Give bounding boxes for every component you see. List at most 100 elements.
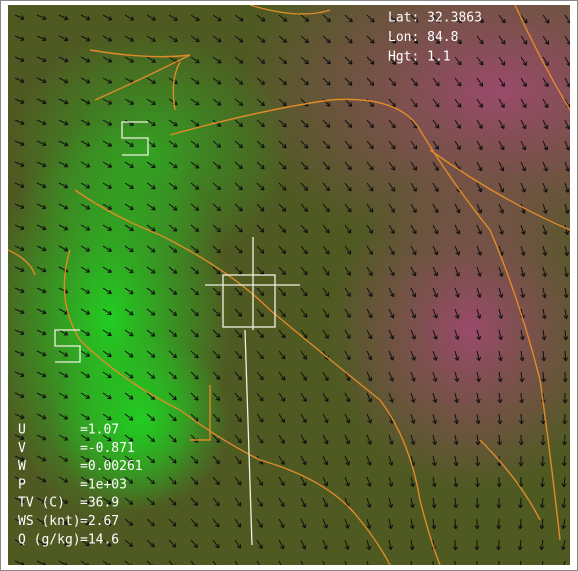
wind-arrow	[168, 119, 178, 127]
wind-arrow	[454, 392, 460, 404]
wind-arrow	[278, 392, 286, 402]
wind-arrow	[124, 392, 134, 400]
wind-arrow	[190, 539, 198, 549]
wind-arrow	[80, 119, 91, 126]
wind-arrow	[80, 329, 90, 336]
wind-arrow	[432, 413, 438, 425]
wind-arrow	[190, 476, 199, 485]
wind-arrow	[498, 119, 505, 130]
wind-arrow	[453, 476, 459, 488]
wind-arrow	[454, 266, 460, 277]
wind-arrow	[388, 35, 397, 44]
wind-arrow	[124, 14, 135, 21]
wind-arrow	[190, 518, 199, 528]
wind-arrow	[432, 161, 439, 171]
wind-arrow	[410, 203, 417, 214]
wind-arrow	[234, 266, 243, 275]
wind-arrow	[58, 140, 69, 147]
wind-arrow	[168, 203, 178, 211]
wind-arrow	[410, 350, 416, 361]
wind-arrow	[561, 497, 567, 509]
wind-arrow	[564, 56, 570, 67]
wind-arrow	[36, 56, 47, 63]
wind-arrow	[124, 98, 134, 105]
wind-arrow	[388, 455, 394, 466]
wind-arrow	[278, 203, 287, 212]
wind-arrow	[322, 329, 329, 339]
wind-arrow	[190, 56, 200, 64]
wind-arrow	[168, 371, 177, 380]
wind-arrow	[410, 224, 417, 235]
wind-arrow	[124, 140, 134, 147]
wind-arrow	[36, 497, 47, 504]
wind-arrow	[278, 35, 288, 43]
wind-arrow	[300, 161, 309, 170]
wind-arrow	[256, 434, 264, 444]
wind-arrow	[212, 245, 221, 254]
wind-arrow	[322, 14, 331, 23]
wind-arrow	[496, 497, 502, 509]
wind-arrow	[168, 350, 177, 359]
wind-arrow	[542, 161, 548, 172]
wind-arrow	[476, 266, 482, 277]
wind-arrow	[476, 140, 483, 151]
wind-arrow	[366, 224, 374, 234]
wind-arrow	[102, 77, 113, 84]
wind-arrow	[366, 56, 375, 65]
wind-arrow	[539, 539, 545, 551]
wind-arrow	[212, 539, 220, 549]
wind-arrow	[146, 476, 155, 485]
wind-arrow	[432, 203, 439, 214]
wind-arrow	[562, 434, 568, 446]
wind-arrow	[80, 56, 91, 63]
wind-arrow	[498, 182, 505, 193]
wind-arrow	[542, 119, 549, 130]
wind-arrow	[190, 203, 200, 211]
wind-arrow	[410, 98, 418, 108]
wind-arrow	[234, 476, 242, 486]
wind-arrow	[212, 497, 220, 507]
wind-arrow	[58, 77, 69, 84]
wind-arrow	[366, 245, 373, 255]
wind-arrow	[212, 371, 221, 380]
wind-arrow	[432, 287, 438, 298]
wind-arrow	[256, 161, 265, 170]
wind-arrow	[476, 98, 483, 108]
wind-arrow	[454, 14, 462, 24]
wind-arrow	[102, 413, 112, 421]
wind-arrow	[561, 539, 566, 551]
wind-arrow	[475, 455, 481, 467]
wind-arrow	[146, 98, 156, 105]
wind-arrow	[322, 119, 331, 128]
wind-arrow	[168, 287, 178, 295]
wind-arrow	[256, 56, 266, 64]
wind-arrow	[124, 161, 134, 168]
wind-arrow	[234, 308, 243, 317]
wind-arrow	[36, 371, 47, 378]
wind-arrow	[256, 98, 266, 107]
wind-arrow	[190, 182, 200, 190]
wind-arrow	[36, 434, 47, 441]
wind-arrow	[124, 455, 134, 463]
wind-arrow	[300, 350, 308, 360]
wind-arrow	[124, 497, 134, 505]
wind-arrow	[256, 518, 263, 528]
wind-arrow	[496, 518, 502, 530]
wind-arrow	[212, 350, 221, 359]
wind-arrow	[36, 518, 47, 525]
wind-arrow	[102, 455, 112, 463]
wind-arrow	[432, 56, 440, 66]
wind-arrow	[212, 140, 222, 148]
wind-arrow	[344, 98, 353, 107]
wind-arrow	[344, 161, 352, 171]
marker-s	[54, 329, 81, 363]
wind-arrow	[168, 497, 177, 506]
wind-arrow	[563, 329, 569, 341]
probe-cursor	[205, 237, 300, 546]
wind-arrow	[540, 413, 546, 425]
wind-arrow	[14, 245, 25, 252]
wind-arrow	[168, 35, 178, 42]
wind-arrow	[388, 497, 394, 509]
wind-arrow	[476, 224, 483, 235]
wind-arrow	[234, 35, 244, 43]
